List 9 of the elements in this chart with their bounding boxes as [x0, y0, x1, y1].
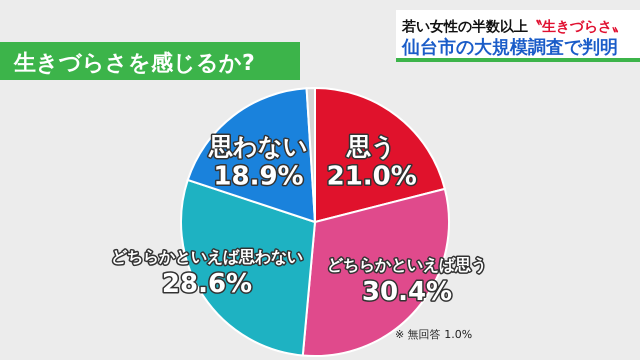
data-label: 21.0% [326, 162, 417, 192]
text: ※ 無回答 1.0% [395, 328, 472, 341]
slice-label: 思わない [208, 132, 308, 160]
text: 〝生きづらさ〟 [528, 19, 626, 35]
data-label: 18.9% [213, 161, 304, 192]
chart-title: 生きづらさを感じるか? [13, 51, 255, 76]
text: 仙台市の大規模調査で判明 [401, 37, 618, 58]
slice-label: 思う [346, 132, 396, 161]
text: 若い女性の半数以上 [401, 19, 528, 35]
